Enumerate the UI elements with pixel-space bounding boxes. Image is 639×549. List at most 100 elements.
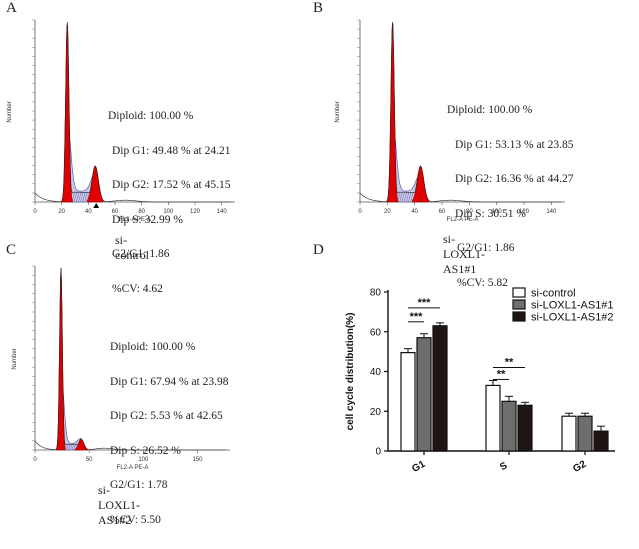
bar — [501, 400, 517, 452]
y-axis-label: Number — [12, 348, 18, 369]
legend-swatch — [512, 299, 526, 310]
x-tick-label: 80 — [138, 209, 145, 215]
stat-line: %CV: 5.82 — [457, 276, 508, 289]
bar — [517, 404, 533, 452]
histogram-c: 0 50 100 150 FL2-A PE-A Number — [12, 265, 230, 471]
significance-label: *** — [418, 297, 432, 309]
x-tick-label: G1 — [410, 459, 427, 475]
y-tick-label: 80 — [370, 288, 382, 299]
y-tick-label: 0 — [375, 447, 381, 458]
x-axis-label: FL2-A PE-A — [117, 465, 149, 471]
bar-chart-d: 0 20 40 60 80 cell cycle distribution(%) G1 S G2… — [345, 287, 615, 475]
x-tick-label: 140 — [546, 209, 557, 215]
legend-swatch — [512, 287, 526, 298]
stat-line: Dip G2: 17.52 % at 45.15 — [112, 179, 231, 191]
x-tick-label: 60 — [439, 209, 446, 215]
stat-line: G2/G1: 1.86 — [112, 248, 170, 260]
bar — [577, 415, 593, 452]
stat-line: %CV: 4.62 — [112, 282, 163, 295]
stats-box-c: Diploid: 100.00 % Dip G1: 67.94 % at 23.… — [110, 319, 229, 549]
legend-swatch — [512, 311, 526, 322]
stat-line: Dip G1: 49.48 % at 24.21 — [112, 144, 231, 157]
y-tick-label: 20 — [370, 407, 382, 418]
x-tick-label: 100 — [163, 209, 174, 215]
s-phase-hatch — [401, 192, 405, 203]
stat-line: Dip G1: 53.13 % at 23.85 — [455, 138, 574, 151]
panel-label: C — [6, 242, 17, 258]
x-tick-label: S — [498, 460, 510, 473]
x-tick-label: 100 — [492, 209, 503, 215]
significance-label: ** — [497, 368, 506, 380]
x-tick-label: 0 — [358, 209, 362, 215]
bar — [485, 384, 501, 452]
s-phase-hatch — [68, 444, 71, 451]
stats-box-a: Diploid: 100.00 % Dip G1: 49.48 % at 24.… — [108, 88, 231, 318]
stat-line: Dip G2: 16.36 % at 44.27 — [455, 173, 574, 185]
s-phase-area — [68, 138, 96, 203]
s-phase-hatch — [399, 192, 403, 203]
x-tick-label: 40 — [85, 209, 92, 215]
stat-line: Diploid: 100.00 % — [110, 341, 196, 353]
panel-label: A — [6, 0, 17, 16]
stat-line: Diploid: 100.00 % — [108, 110, 194, 122]
stat-line: G2/G1: 1.86 — [457, 242, 515, 254]
s-phase-hatch — [73, 192, 77, 203]
x-tick-label: 40 — [411, 209, 418, 215]
x-tick-label: 120 — [190, 209, 201, 215]
stat-line: Diploid: 100.00 % — [447, 104, 533, 116]
stats-box-b: Diploid: 100.00 % Dip G1: 53.13 % at 23.… — [447, 82, 574, 312]
stat-line: Dip G2: 5.53 % at 42.65 — [110, 410, 223, 422]
stat-line: Dip G1: 67.94 % at 23.98 — [110, 375, 229, 388]
histogram-a: 0 20 40 60 80 100 120 140 FL2-A PE-A Number — [7, 19, 235, 223]
x-axis-label: FL2-A PE-A — [447, 217, 479, 223]
histogram-outline — [34, 24, 231, 203]
sample-caption-b: si-LOXL1-AS1#1 — [443, 232, 485, 276]
x-tick-label: 0 — [33, 457, 37, 463]
s-phase-hatch — [71, 444, 74, 451]
x-tick-label: 100 — [138, 457, 149, 463]
histogram-b: 0 20 40 60 80 100 120 140 FL2-A PE-A Number — [335, 19, 565, 223]
stat-line: Dip S: 26.52 % — [110, 444, 181, 457]
gate-marker — [93, 203, 100, 208]
y-axis-label: Number — [7, 101, 13, 122]
histogram-outline — [359, 23, 561, 203]
s-phase-hatch — [73, 444, 76, 451]
s-phase-hatch — [82, 192, 86, 203]
s-phase-area — [393, 138, 421, 203]
x-tick-label: 140 — [217, 209, 228, 215]
x-tick-label: 20 — [384, 209, 391, 215]
x-tick-label: 50 — [86, 457, 93, 463]
y-tick-label: 60 — [370, 327, 382, 338]
s-phase-hatch — [408, 192, 412, 203]
s-phase-hatch — [69, 444, 73, 451]
y-tick-label: 40 — [370, 367, 382, 378]
significance-label: ** — [505, 357, 514, 369]
x-axis-label: FL2-A PE-A — [119, 217, 151, 223]
s-phase-hatch — [406, 192, 409, 203]
legend-label: si-LOXL1-AS1#1 — [531, 300, 614, 312]
s-phase-hatch — [80, 192, 84, 203]
s-phase-hatch — [78, 192, 82, 203]
s-phase-hatch — [410, 192, 414, 203]
sample-caption-a: si-control — [115, 233, 149, 262]
histogram-outline — [34, 267, 226, 451]
x-tick-label: 120 — [519, 209, 530, 215]
bar — [561, 415, 577, 452]
x-tick-label: 80 — [466, 209, 473, 215]
x-tick-label: 20 — [58, 209, 65, 215]
significance-label: *** — [410, 311, 424, 323]
bar — [400, 352, 416, 452]
panel-label: B — [313, 0, 324, 16]
y-axis-label: cell cycle distribution(%) — [345, 313, 356, 431]
y-axis-label: Number — [335, 101, 341, 122]
panel-label: D — [313, 242, 324, 258]
stat-line: G2/G1: 1.78 — [110, 479, 168, 491]
s-phase-hatch — [403, 192, 407, 203]
bar — [416, 337, 432, 452]
s-phase-hatch — [84, 192, 88, 203]
x-tick-label: 0 — [33, 209, 37, 215]
legend-label: si-control — [531, 288, 576, 300]
x-tick-label: G2 — [571, 459, 588, 475]
legend-label: si-LOXL1-AS1#2 — [531, 312, 614, 324]
stat-line: Dip S: 32.99 % — [112, 213, 183, 226]
